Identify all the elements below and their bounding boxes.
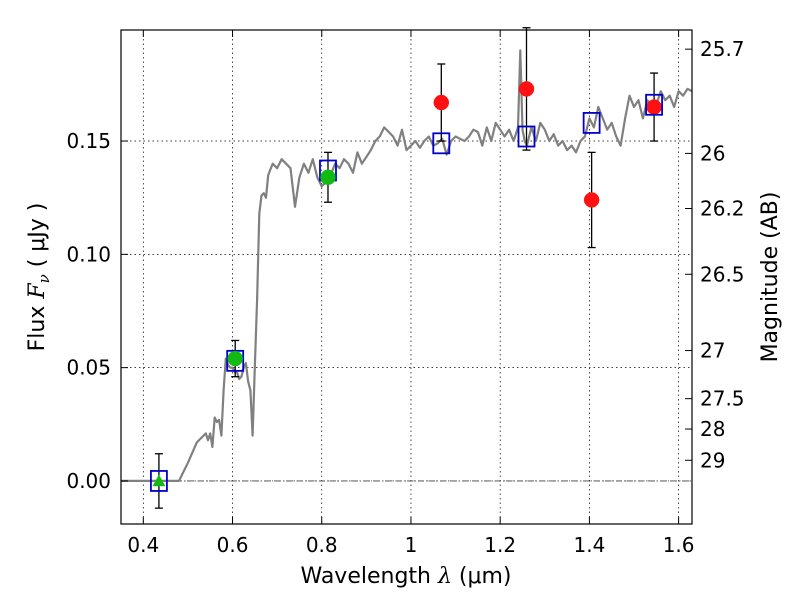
triangle-marker [152, 474, 166, 487]
y-axis-title-prefix: Flux [25, 299, 50, 352]
x-axis-title: Wavelength λ (μm) [300, 564, 511, 589]
x-axis-title-prefix: Wavelength [300, 564, 438, 589]
y-axis-title: Flux Fν ( μJy ) [25, 203, 53, 352]
spectrum-line [121, 49, 692, 482]
y-tick-label: 0.10 [66, 242, 111, 266]
x-tick-label: 1.6 [663, 533, 695, 557]
x-tick-label: 0.6 [217, 533, 249, 557]
data-markers [150, 81, 663, 492]
y2-tick-label: 26.5 [700, 262, 745, 286]
y-axis-title-unit: ( μJy ) [25, 203, 50, 275]
axis-ticks: 0.4 0.6 0.8 1 1.2 1.4 1.6 0.00 0.05 0.10 0.15 25.7 2… [66, 30, 745, 557]
circle-marker [433, 94, 450, 111]
x-axis-title-symbol: λ [437, 564, 452, 589]
circle-marker [583, 192, 600, 208]
y-tick-label: 0.15 [66, 129, 111, 153]
x-tick-label: 1.4 [573, 533, 605, 557]
y-tick-label: 0.00 [66, 469, 111, 493]
y2-tick-label: 29 [700, 448, 725, 472]
x-tick-label: 0.8 [306, 533, 338, 557]
plot-frame [120, 29, 693, 525]
y2-tick-label: 26.2 [700, 197, 745, 221]
plot-background [121, 30, 692, 524]
x-axis-title-unit: (μm) [452, 564, 512, 589]
model-spectrum [121, 49, 692, 482]
x-tick-label: 0.4 [127, 533, 159, 557]
y-axis-title-subscript: ν [35, 274, 53, 283]
circle-marker [518, 81, 535, 97]
y2-tick-label: 26 [700, 141, 725, 165]
y2-tick-label: 27.5 [700, 387, 745, 411]
square-marker [517, 125, 536, 148]
y2-tick-label: 27 [700, 339, 725, 363]
y-tick-label: 0.05 [66, 356, 111, 380]
y2-axis-title: Magnitude (AB) [758, 192, 783, 363]
square-marker [582, 112, 601, 134]
x-tick-label: 1 [405, 533, 418, 557]
y2-tick-label: 25.7 [700, 37, 745, 61]
square-marker [645, 93, 663, 116]
circle-marker [227, 350, 243, 367]
x-tick-label: 1.2 [484, 533, 516, 557]
y-axis-title-symbol: F [25, 283, 50, 300]
circle-marker [646, 99, 662, 115]
square-marker [432, 132, 451, 155]
square-marker [150, 470, 168, 492]
circle-marker [320, 169, 336, 186]
y2-tick-label: 28 [700, 417, 725, 441]
